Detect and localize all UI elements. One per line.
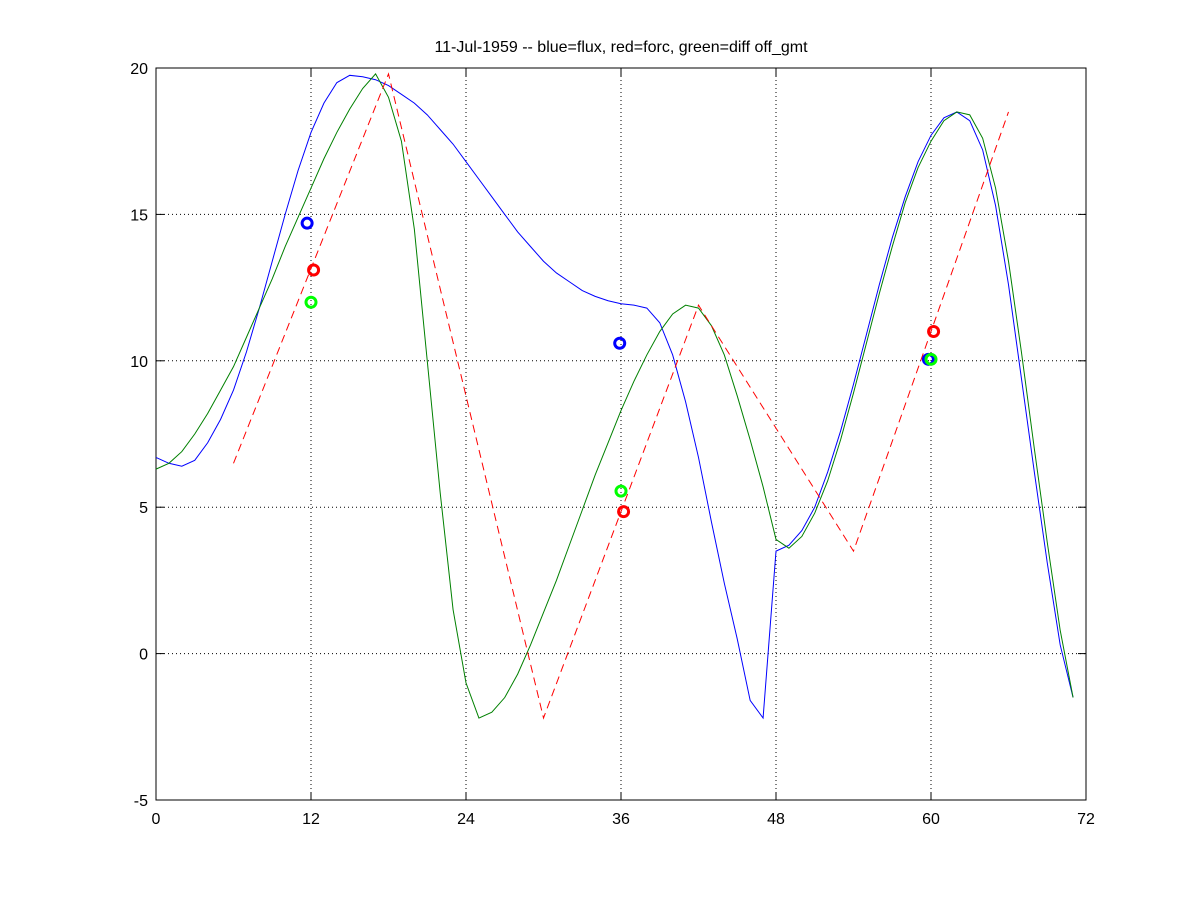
y-tick-label: 20: [130, 61, 148, 78]
marker: [924, 352, 938, 366]
x-tick-label: 72: [1077, 811, 1095, 828]
x-tick-label: 48: [767, 811, 785, 828]
x-tick-label: 24: [457, 811, 475, 828]
y-tick-label: -5: [134, 793, 148, 810]
y-tick-label: 5: [139, 500, 148, 517]
series-line: [155, 74, 1074, 720]
series-line: [155, 72, 1074, 719]
y-tick-label: 0: [139, 647, 148, 664]
marker: [307, 263, 321, 277]
x-tick-label: 36: [612, 811, 630, 828]
chart-title: 11-Jul-1959 -- blue=flux, red=forc, gree…: [434, 39, 808, 56]
marker: [617, 505, 631, 519]
series-line: [233, 72, 1009, 720]
marker: [613, 336, 627, 350]
x-tick-label: 12: [302, 811, 320, 828]
plot-frame: [155, 67, 1087, 801]
y-tick-label: 15: [130, 207, 148, 224]
marker: [304, 295, 318, 309]
marker: [927, 325, 941, 339]
marker: [614, 484, 628, 498]
x-tick-label: 0: [152, 811, 161, 828]
x-tick-label: 60: [922, 811, 940, 828]
marker: [300, 216, 314, 230]
y-tick-label: 10: [130, 354, 148, 371]
